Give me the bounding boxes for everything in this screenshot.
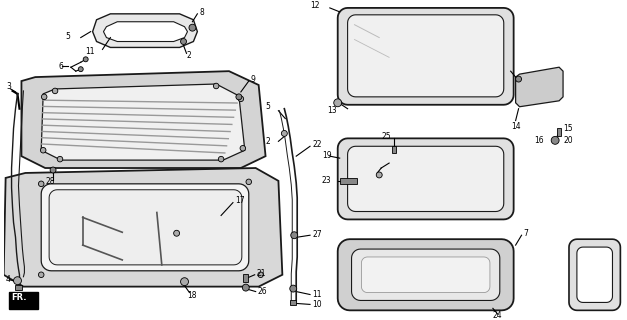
Text: 24: 24 bbox=[493, 311, 502, 320]
Text: 12: 12 bbox=[310, 1, 320, 11]
Circle shape bbox=[376, 172, 382, 178]
Circle shape bbox=[78, 67, 83, 72]
Text: 11: 11 bbox=[85, 47, 95, 56]
Circle shape bbox=[181, 278, 189, 286]
Polygon shape bbox=[347, 15, 503, 97]
Text: 2: 2 bbox=[266, 137, 270, 146]
Text: 5: 5 bbox=[65, 32, 70, 41]
Text: 16: 16 bbox=[534, 136, 544, 145]
Polygon shape bbox=[338, 138, 514, 220]
Polygon shape bbox=[577, 247, 613, 302]
Circle shape bbox=[40, 148, 46, 153]
Circle shape bbox=[38, 181, 44, 187]
Polygon shape bbox=[347, 146, 503, 212]
Circle shape bbox=[238, 96, 244, 102]
Polygon shape bbox=[515, 67, 563, 107]
Polygon shape bbox=[338, 239, 514, 310]
Text: 25: 25 bbox=[381, 132, 391, 141]
Circle shape bbox=[334, 99, 342, 107]
Text: 20: 20 bbox=[563, 136, 572, 145]
Circle shape bbox=[181, 38, 186, 44]
Text: FR.: FR. bbox=[11, 293, 27, 302]
Bar bbox=[340, 178, 357, 184]
Circle shape bbox=[14, 277, 21, 285]
Text: 11: 11 bbox=[312, 290, 322, 299]
Polygon shape bbox=[352, 249, 500, 300]
Text: 7: 7 bbox=[524, 229, 529, 238]
Polygon shape bbox=[338, 8, 514, 105]
Text: 17: 17 bbox=[235, 196, 245, 205]
Text: 10: 10 bbox=[312, 300, 322, 309]
Text: 4: 4 bbox=[6, 275, 11, 284]
Circle shape bbox=[258, 272, 263, 277]
Circle shape bbox=[551, 136, 559, 144]
Text: 27: 27 bbox=[312, 230, 322, 239]
Text: 21: 21 bbox=[256, 269, 266, 278]
Circle shape bbox=[41, 94, 47, 100]
Polygon shape bbox=[21, 71, 266, 168]
Text: 3: 3 bbox=[7, 83, 11, 92]
Circle shape bbox=[243, 284, 250, 291]
Circle shape bbox=[57, 156, 63, 162]
Text: 19: 19 bbox=[322, 151, 332, 160]
Text: 18: 18 bbox=[187, 291, 197, 300]
Text: 13: 13 bbox=[327, 106, 337, 115]
Circle shape bbox=[236, 94, 242, 100]
Circle shape bbox=[218, 156, 224, 162]
Circle shape bbox=[52, 88, 58, 94]
Text: 26: 26 bbox=[258, 287, 267, 296]
Polygon shape bbox=[569, 239, 620, 310]
Text: 8: 8 bbox=[199, 8, 204, 17]
Text: 9: 9 bbox=[251, 75, 256, 84]
Bar bbox=[14, 285, 23, 290]
Circle shape bbox=[174, 230, 179, 236]
Polygon shape bbox=[361, 257, 490, 292]
Circle shape bbox=[213, 83, 219, 89]
Polygon shape bbox=[41, 84, 245, 160]
Circle shape bbox=[246, 179, 251, 185]
Polygon shape bbox=[93, 14, 198, 47]
Text: 28: 28 bbox=[45, 177, 55, 186]
Text: 5: 5 bbox=[266, 102, 270, 111]
Polygon shape bbox=[4, 168, 282, 287]
Circle shape bbox=[50, 167, 56, 173]
Circle shape bbox=[291, 232, 298, 239]
Circle shape bbox=[38, 272, 44, 277]
Text: 14: 14 bbox=[512, 122, 521, 131]
Bar bbox=[243, 274, 248, 282]
Bar bbox=[392, 146, 396, 153]
Circle shape bbox=[240, 146, 246, 151]
Text: 6: 6 bbox=[58, 62, 63, 71]
Polygon shape bbox=[41, 184, 249, 271]
Text: 15: 15 bbox=[563, 124, 572, 133]
Circle shape bbox=[290, 285, 297, 292]
Circle shape bbox=[83, 57, 88, 62]
Bar bbox=[557, 129, 561, 136]
Circle shape bbox=[189, 24, 196, 31]
Polygon shape bbox=[103, 22, 187, 42]
Text: 22: 22 bbox=[312, 140, 322, 149]
Polygon shape bbox=[49, 190, 242, 265]
Circle shape bbox=[282, 131, 287, 136]
Polygon shape bbox=[9, 292, 38, 309]
Text: 23: 23 bbox=[322, 176, 332, 185]
Bar bbox=[290, 300, 296, 305]
Text: 2: 2 bbox=[186, 51, 191, 60]
Circle shape bbox=[515, 76, 522, 82]
